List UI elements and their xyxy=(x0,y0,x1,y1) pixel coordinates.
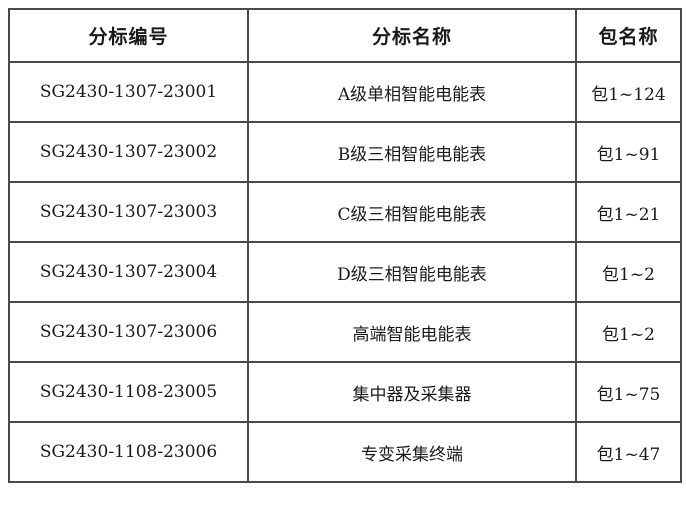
cell-package-range: 包1~75 xyxy=(575,361,682,423)
cell-bid-name: A级单相智能电能表 xyxy=(247,61,577,123)
cell-bid-name: B级三相智能电能表 xyxy=(247,121,577,183)
cell-bid-name: 专变采集终端 xyxy=(247,421,577,483)
cell-bid-code: SG2430-1307-23002 xyxy=(8,121,249,183)
table-row: SG2430-1307-23006 高端智能电能表 包1~2 xyxy=(8,301,682,363)
cell-bid-name: 高端智能电能表 xyxy=(247,301,577,363)
cell-package-range: 包1~91 xyxy=(575,121,682,183)
table-row: SG2430-1108-23006 专变采集终端 包1~47 xyxy=(8,421,682,483)
table-row: SG2430-1307-23002 B级三相智能电能表 包1~91 xyxy=(8,121,682,183)
cell-bid-code: SG2430-1307-23003 xyxy=(8,181,249,243)
table-row: SG2430-1307-23003 C级三相智能电能表 包1~21 xyxy=(8,181,682,243)
table-row: SG2430-1108-23005 集中器及采集器 包1~75 xyxy=(8,361,682,423)
cell-bid-code: SG2430-1108-23006 xyxy=(8,421,249,483)
header-bid-name: 分标名称 xyxy=(247,8,577,63)
table-row: SG2430-1307-23001 A级单相智能电能表 包1~124 xyxy=(8,61,682,123)
bid-table-container: 分标编号 分标名称 包名称 SG2430-1307-23001 A级单相智能电能… xyxy=(8,8,682,483)
header-package-name: 包名称 xyxy=(575,8,682,63)
bid-packages-table: 分标编号 分标名称 包名称 SG2430-1307-23001 A级单相智能电能… xyxy=(8,8,682,483)
cell-bid-name: 集中器及采集器 xyxy=(247,361,577,423)
cell-package-range: 包1~21 xyxy=(575,181,682,243)
header-bid-code: 分标编号 xyxy=(8,8,249,63)
cell-package-range: 包1~47 xyxy=(575,421,682,483)
cell-bid-name: D级三相智能电能表 xyxy=(247,241,577,303)
table-row: SG2430-1307-23004 D级三相智能电能表 包1~2 xyxy=(8,241,682,303)
cell-package-range: 包1~2 xyxy=(575,241,682,303)
cell-package-range: 包1~2 xyxy=(575,301,682,363)
cell-bid-code: SG2430-1307-23004 xyxy=(8,241,249,303)
cell-bid-code: SG2430-1307-23006 xyxy=(8,301,249,363)
table-header-row: 分标编号 分标名称 包名称 xyxy=(8,8,682,63)
cell-bid-code: SG2430-1108-23005 xyxy=(8,361,249,423)
cell-bid-name: C级三相智能电能表 xyxy=(247,181,577,243)
cell-bid-code: SG2430-1307-23001 xyxy=(8,61,249,123)
cell-package-range: 包1~124 xyxy=(575,61,682,123)
